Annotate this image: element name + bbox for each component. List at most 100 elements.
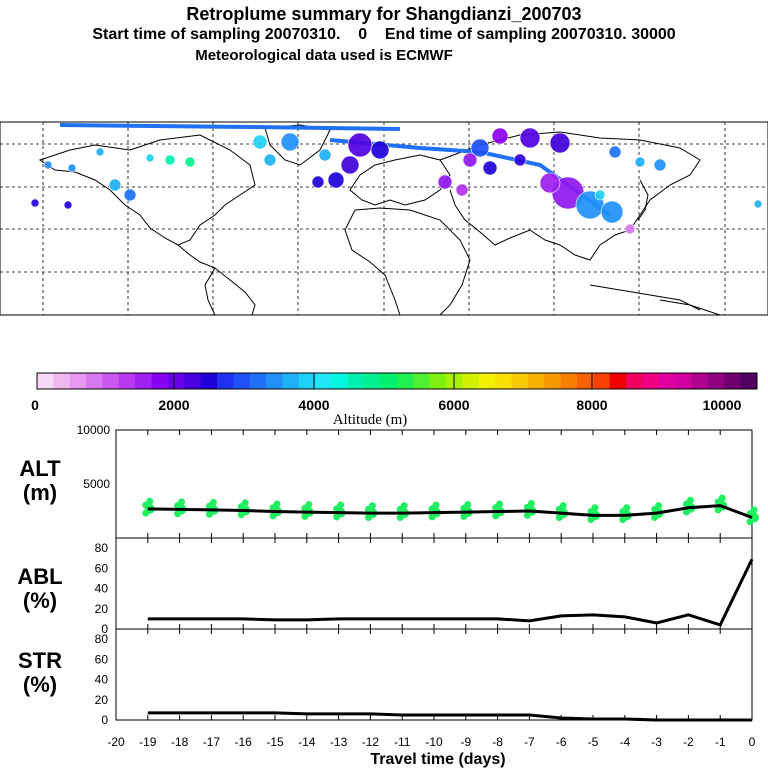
alt-point bbox=[464, 501, 472, 509]
cbar-cell bbox=[511, 373, 529, 389]
cbar-cell bbox=[347, 373, 365, 389]
alt-point bbox=[527, 499, 535, 507]
alt-point bbox=[209, 498, 217, 506]
plume-cluster-marker bbox=[280, 132, 300, 152]
x-tick-label: -3 bbox=[651, 735, 662, 749]
alt-point bbox=[623, 504, 631, 512]
plume-clusters bbox=[30, 127, 763, 235]
cbar-cell bbox=[249, 373, 267, 389]
cbar-cell bbox=[118, 373, 136, 389]
plume-cluster-marker bbox=[252, 134, 268, 150]
abl-ytick: 80 bbox=[95, 541, 109, 555]
plume-cluster-marker bbox=[164, 154, 176, 166]
plume-cluster-marker bbox=[594, 189, 606, 201]
cbar-cell bbox=[233, 373, 251, 389]
x-tick-label: -10 bbox=[425, 735, 443, 749]
plume-cluster-marker bbox=[318, 148, 332, 162]
plume-cluster-marker bbox=[608, 145, 622, 159]
x-tick-label: -19 bbox=[139, 735, 157, 749]
plume-cluster-marker bbox=[95, 147, 105, 157]
abl-label: ABL bbox=[17, 564, 62, 589]
cbar-cell bbox=[691, 373, 709, 389]
cbar-cell bbox=[217, 373, 234, 389]
altitude-colorbar: 0 2000 4000 6000 8000 10000 Altitude (m) bbox=[31, 372, 758, 428]
alt-point bbox=[655, 502, 663, 510]
cbar-cell bbox=[37, 373, 54, 389]
cbar-cell bbox=[446, 373, 463, 389]
plume-cluster-marker bbox=[513, 153, 527, 167]
alt-ytick-5000: 5000 bbox=[83, 477, 110, 491]
cbar-cell bbox=[740, 373, 758, 389]
cbar-cell bbox=[184, 373, 202, 389]
alt-point bbox=[496, 500, 504, 508]
x-tick-label: -1 bbox=[715, 735, 726, 749]
plume-cluster-marker bbox=[549, 132, 571, 154]
plume-cluster-marker bbox=[43, 160, 53, 170]
plume-cluster-marker bbox=[263, 153, 277, 167]
cbar-tick-2000: 2000 bbox=[158, 397, 189, 413]
str-unit: (%) bbox=[23, 672, 57, 697]
plume-cluster-marker bbox=[327, 171, 345, 189]
x-tick-label: -2 bbox=[683, 735, 694, 749]
x-tick-label: -5 bbox=[588, 735, 599, 749]
x-tick-label: -20 bbox=[107, 735, 125, 749]
plume-cluster-marker bbox=[455, 183, 469, 197]
plume-cluster-marker bbox=[123, 188, 137, 202]
plume-cluster-marker bbox=[437, 174, 453, 190]
plume-cluster-marker bbox=[30, 198, 40, 208]
x-tick-label: -6 bbox=[556, 735, 567, 749]
plume-cluster-marker bbox=[67, 163, 77, 173]
x-tick-label: -18 bbox=[171, 735, 189, 749]
cbar-cell bbox=[151, 373, 169, 389]
cbar-tick-8000: 8000 bbox=[576, 397, 607, 413]
x-tick-label: -17 bbox=[203, 735, 221, 749]
plume-cluster-marker bbox=[462, 152, 478, 168]
alt-point bbox=[432, 501, 440, 509]
str-ytick: 60 bbox=[95, 652, 109, 666]
x-tick-label: -9 bbox=[460, 735, 471, 749]
cbar-cell bbox=[527, 373, 545, 389]
alt-point bbox=[178, 498, 186, 506]
cbar-cell bbox=[724, 373, 742, 389]
cbar-cell bbox=[577, 373, 594, 389]
cbar-cell bbox=[86, 373, 103, 389]
plume-cluster-marker bbox=[63, 200, 73, 210]
cbar-tick-10000: 10000 bbox=[703, 397, 742, 413]
cbar-tick-4000: 4000 bbox=[298, 397, 329, 413]
cbar-cell bbox=[495, 373, 513, 389]
cbar-cell bbox=[707, 373, 725, 389]
alt-point bbox=[559, 502, 567, 510]
str-ytick: 80 bbox=[95, 632, 109, 646]
cbar-cell bbox=[53, 373, 71, 389]
x-tick-label: -15 bbox=[266, 735, 284, 749]
cbar-cell bbox=[675, 373, 693, 389]
x-tick-label: -12 bbox=[362, 735, 380, 749]
plume-cluster-marker bbox=[340, 155, 360, 175]
alt-point bbox=[718, 494, 726, 502]
x-tick-label: -11 bbox=[394, 735, 411, 749]
cbar-cell bbox=[544, 373, 562, 389]
abl-panel: ABL (%) 80 60 40 20 0 bbox=[17, 537, 754, 636]
plume-cluster-marker bbox=[539, 172, 561, 194]
x-tick-label: -13 bbox=[330, 735, 348, 749]
cbar-cell bbox=[429, 373, 447, 389]
alt-point bbox=[686, 496, 694, 504]
alt-point bbox=[400, 502, 408, 510]
alt-point bbox=[305, 501, 313, 509]
cbar-cell bbox=[560, 373, 578, 389]
x-axis-title: Travel time (days) bbox=[370, 751, 505, 768]
plume-cluster-marker bbox=[624, 223, 636, 235]
cbar-cell bbox=[626, 373, 643, 389]
alt-point bbox=[146, 497, 154, 505]
cbar-cell bbox=[658, 373, 676, 389]
alt-point bbox=[273, 500, 281, 508]
plume-cluster-marker bbox=[184, 156, 196, 168]
cbar-cell bbox=[69, 373, 87, 389]
str-ytick: 0 bbox=[101, 713, 108, 727]
plume-cluster-marker bbox=[145, 153, 155, 163]
plume-cluster-marker bbox=[347, 132, 373, 158]
x-tick-label: -4 bbox=[619, 735, 630, 749]
str-ytick: 20 bbox=[95, 693, 109, 707]
abl-ytick: 40 bbox=[95, 582, 109, 596]
